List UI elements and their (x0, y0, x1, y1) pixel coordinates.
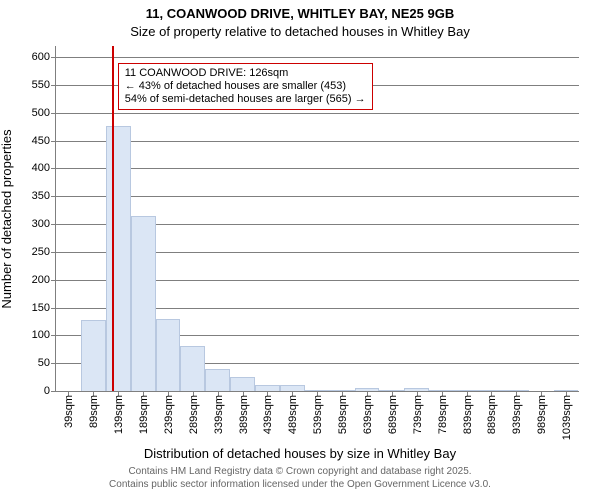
y-tick-label: 350 (32, 190, 50, 202)
y-tick-mark (51, 57, 56, 58)
histogram-bar (205, 369, 230, 391)
histogram-bar (131, 216, 156, 391)
x-tick-label: 439sqm (262, 395, 274, 434)
annotation-line-1: 11 COANWOOD DRIVE: 126sqm (125, 67, 366, 80)
histogram-bar (106, 126, 131, 391)
marker-line (112, 46, 114, 391)
y-tick-mark (51, 113, 56, 114)
y-tick-label: 250 (32, 246, 50, 258)
y-tick-label: 400 (32, 162, 50, 174)
y-tick-mark (51, 252, 56, 253)
y-tick-mark (51, 280, 56, 281)
x-tick-label: 839sqm (462, 395, 474, 434)
y-tick-label: 50 (38, 357, 50, 369)
y-tick-mark (51, 363, 56, 364)
credit-line-1: Contains HM Land Registry data © Crown c… (0, 466, 600, 477)
x-tick-label: 239sqm (163, 395, 175, 434)
x-tick-label: 389sqm (238, 395, 250, 434)
x-tick-label: 889sqm (486, 395, 498, 434)
y-tick-mark (51, 224, 56, 225)
y-axis-label: Number of detached properties (0, 129, 14, 308)
y-tick-mark (51, 308, 56, 309)
y-tick-label: 100 (32, 329, 50, 341)
x-tick-label: 139sqm (113, 395, 125, 434)
x-tick-label: 789sqm (437, 395, 449, 434)
x-tick-label: 189sqm (138, 395, 150, 434)
histogram-bar (180, 346, 205, 391)
gridline-h (56, 196, 579, 197)
gridline-h (56, 141, 579, 142)
annotation-line-2: ← 43% of detached houses are smaller (45… (125, 80, 366, 93)
x-axis-label: Distribution of detached houses by size … (0, 446, 600, 461)
x-tick-label: 689sqm (387, 395, 399, 434)
plot-area: 11 COANWOOD DRIVE: 126sqm ← 43% of detac… (55, 46, 579, 392)
y-tick-mark (51, 141, 56, 142)
x-tick-label: 89sqm (88, 395, 100, 428)
histogram-bar (81, 320, 106, 391)
chart-container: 11, COANWOOD DRIVE, WHITLEY BAY, NE25 9G… (0, 0, 600, 500)
y-tick-label: 450 (32, 135, 50, 147)
annotation-box: 11 COANWOOD DRIVE: 126sqm ← 43% of detac… (118, 63, 373, 111)
y-tick-label: 200 (32, 274, 50, 286)
x-tick-label: 339sqm (213, 395, 225, 434)
y-tick-label: 0 (44, 385, 50, 397)
histogram-bar (230, 377, 255, 391)
gridline-h (56, 113, 579, 114)
x-tick-label: 989sqm (536, 395, 548, 434)
y-tick-label: 150 (32, 302, 50, 314)
annotation-line-3: 54% of semi-detached houses are larger (… (125, 93, 366, 106)
y-tick-label: 600 (32, 51, 50, 63)
y-tick-mark (51, 168, 56, 169)
y-tick-mark (51, 391, 56, 392)
x-tick-label: 489sqm (287, 395, 299, 434)
y-tick-label: 300 (32, 218, 50, 230)
x-tick-label: 39sqm (63, 395, 75, 428)
histogram-bar (156, 319, 181, 391)
y-tick-mark (51, 196, 56, 197)
x-tick-label: 1039sqm (561, 395, 573, 440)
y-tick-mark (51, 85, 56, 86)
x-tick-label: 289sqm (188, 395, 200, 434)
x-tick-label: 739sqm (412, 395, 424, 434)
x-tick-label: 639sqm (362, 395, 374, 434)
gridline-h (56, 168, 579, 169)
x-tick-label: 539sqm (312, 395, 324, 434)
y-tick-label: 550 (32, 79, 50, 91)
x-tick-label: 939sqm (511, 395, 523, 434)
title-line-1: 11, COANWOOD DRIVE, WHITLEY BAY, NE25 9G… (0, 6, 600, 21)
credit-line-2: Contains public sector information licen… (0, 479, 600, 490)
gridline-h (56, 57, 579, 58)
x-tick-label: 589sqm (337, 395, 349, 434)
y-tick-mark (51, 335, 56, 336)
y-tick-label: 500 (32, 107, 50, 119)
title-line-2: Size of property relative to detached ho… (0, 24, 600, 39)
